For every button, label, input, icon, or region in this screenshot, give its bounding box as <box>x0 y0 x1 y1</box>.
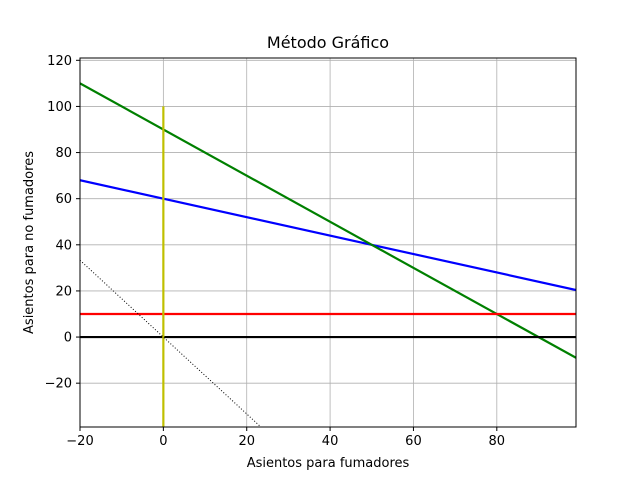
series-line-1 <box>80 179 576 292</box>
y-tick-label: 60 <box>55 192 72 207</box>
x-tick-label: 0 <box>159 434 167 449</box>
y-tick-label: −20 <box>45 377 72 392</box>
y-tick-label: 100 <box>47 100 72 115</box>
y-tick-label: 80 <box>55 146 72 161</box>
x-tick-label: −20 <box>66 434 93 449</box>
series-line-6 <box>80 259 262 427</box>
y-tick-label: 120 <box>47 54 72 69</box>
x-tick-label: 40 <box>322 434 339 449</box>
y-axis-label: Asientos para no fumadores <box>22 151 37 334</box>
x-tick-label: 20 <box>238 434 255 449</box>
x-tick-label: 60 <box>405 434 422 449</box>
ticks: −20 0 20 40 60 80 −20 0 20 40 60 80 100 120 <box>45 54 506 449</box>
chart-title: Método Gráfico <box>267 33 389 52</box>
x-tick-label: 80 <box>489 434 506 449</box>
y-tick-label: 20 <box>55 284 72 299</box>
series-line-2 <box>80 82 576 359</box>
plot-frame <box>79 57 577 428</box>
y-tick-label: 40 <box>55 238 72 253</box>
x-axis-label: Asientos para fumadores <box>247 456 410 471</box>
grid <box>79 58 576 427</box>
series-lines <box>80 82 576 427</box>
y-tick-label: 0 <box>64 331 72 346</box>
